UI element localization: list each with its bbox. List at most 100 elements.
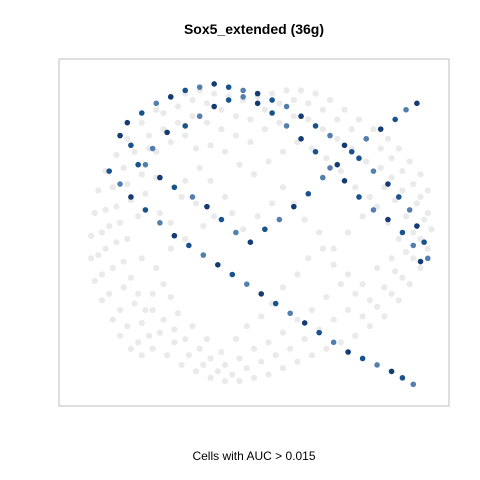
background-cell-point-122 xyxy=(319,126,326,133)
background-cell-point-104 xyxy=(109,264,116,272)
background-cell-point-204 xyxy=(178,361,185,369)
background-cell-point-235 xyxy=(355,116,363,123)
highlight-cell-point-14 xyxy=(305,190,312,197)
background-cell-point-39 xyxy=(305,255,312,262)
background-cell-point-214 xyxy=(88,232,95,239)
highlight-cell-point-32 xyxy=(269,110,275,116)
highlight-cell-point-53 xyxy=(229,271,236,278)
background-cell-point-199 xyxy=(250,374,258,381)
highlight-cell-point-72 xyxy=(196,84,203,90)
background-cell-point-38 xyxy=(319,245,326,252)
background-cell-point-108 xyxy=(124,180,131,188)
background-cell-point-40 xyxy=(294,271,301,278)
background-cell-point-148 xyxy=(185,352,192,359)
highlight-cell-point-20 xyxy=(392,116,398,123)
background-cell-point-118 xyxy=(261,126,268,133)
background-cell-point-183 xyxy=(417,193,424,201)
background-cell-point-155 xyxy=(106,290,113,297)
background-cell-point-7 xyxy=(124,235,131,243)
background-cell-point-34 xyxy=(373,264,381,272)
background-cell-point-206 xyxy=(149,345,156,352)
background-cell-point-46 xyxy=(218,348,225,356)
background-cell-point-211 xyxy=(98,297,106,304)
highlight-cell-point-27 xyxy=(196,113,203,120)
highlight-cell-point-79 xyxy=(298,113,304,120)
background-cell-point-184 xyxy=(424,210,431,217)
background-cell-point-176 xyxy=(334,116,341,123)
background-cell-point-133 xyxy=(399,274,406,281)
background-cell-point-26 xyxy=(316,229,323,236)
highlight-cell-point-16 xyxy=(334,161,341,168)
background-cell-point-45 xyxy=(232,335,239,343)
background-cell-point-70 xyxy=(279,148,287,155)
highlight-cell-point-26 xyxy=(182,123,189,129)
background-cell-point-14 xyxy=(192,200,200,207)
background-cell-point-232 xyxy=(312,90,319,97)
background-cell-point-85 xyxy=(352,290,359,297)
background-cell-point-58 xyxy=(116,219,124,226)
highlight-cell-point-68 xyxy=(138,110,145,116)
background-cell-point-213 xyxy=(88,255,95,262)
highlight-cell-point-1 xyxy=(117,132,123,139)
background-cell-point-25 xyxy=(301,216,308,223)
highlight-cell-point-66 xyxy=(410,381,417,388)
background-cell-point-196 xyxy=(294,358,301,365)
highlight-cell-point-3 xyxy=(142,161,149,168)
background-cell-point-241 xyxy=(424,187,431,194)
highlight-cell-point-2 xyxy=(128,142,134,149)
background-cell-point-21 xyxy=(254,213,261,220)
background-cell-point-202 xyxy=(207,374,214,381)
background-cell-point-149 xyxy=(171,339,178,346)
background-cell-point-89 xyxy=(294,316,301,323)
highlight-cell-point-64 xyxy=(388,368,395,375)
background-cell-point-180 xyxy=(388,155,395,162)
background-cell-point-219 xyxy=(124,135,131,142)
background-cell-point-18 xyxy=(221,193,229,201)
background-cell-point-94 xyxy=(221,361,229,369)
background-cell-point-55 xyxy=(127,274,135,281)
background-cell-point-212 xyxy=(91,277,98,285)
highlight-cell-point-58 xyxy=(301,320,308,326)
background-cell-point-57 xyxy=(113,239,120,246)
highlight-cell-point-54 xyxy=(243,281,250,287)
background-cell-point-137 xyxy=(345,306,352,314)
background-cell-point-43 xyxy=(258,313,265,320)
background-cell-point-135 xyxy=(373,303,381,310)
background-cell-point-185 xyxy=(428,226,435,233)
background-cell-point-93 xyxy=(236,355,243,362)
background-cell-point-113 xyxy=(189,113,196,120)
background-cell-point-44 xyxy=(243,323,250,330)
background-cell-point-152 xyxy=(135,339,142,346)
background-cell-point-231 xyxy=(297,87,305,94)
background-cell-point-197 xyxy=(279,365,287,372)
background-cell-point-60 xyxy=(138,171,145,178)
background-cell-point-115 xyxy=(218,126,225,133)
background-cell-point-123 xyxy=(334,135,341,142)
background-cell-point-41 xyxy=(279,284,287,291)
background-cell-point-6 xyxy=(135,213,142,220)
highlight-cell-point-60 xyxy=(330,339,337,346)
background-cell-point-179 xyxy=(377,145,384,152)
background-cell-point-210 xyxy=(109,316,116,323)
background-cell-point-132 xyxy=(410,255,417,262)
background-cell-point-230 xyxy=(283,87,290,94)
background-cell-point-86 xyxy=(337,281,344,288)
background-cell-point-28 xyxy=(345,229,352,236)
highlight-cell-point-21 xyxy=(403,106,409,113)
background-cell-point-75 xyxy=(352,184,359,191)
highlight-cell-point-77 xyxy=(269,97,275,103)
background-cell-point-142 xyxy=(272,352,279,359)
background-cell-point-209 xyxy=(116,332,124,339)
background-cell-point-233 xyxy=(326,96,334,104)
background-cell-point-117 xyxy=(247,138,254,146)
highlight-cell-point-30 xyxy=(240,94,246,100)
background-cell-point-97 xyxy=(182,335,189,343)
background-cell-point-47 xyxy=(203,335,211,343)
highlight-cell-point-13 xyxy=(291,203,297,210)
highlight-cell-point-18 xyxy=(363,136,370,142)
x-axis-label: Cells with AUC > 0.015 xyxy=(192,449,315,463)
background-cell-point-194 xyxy=(323,345,330,352)
background-cell-point-151 xyxy=(145,332,153,339)
